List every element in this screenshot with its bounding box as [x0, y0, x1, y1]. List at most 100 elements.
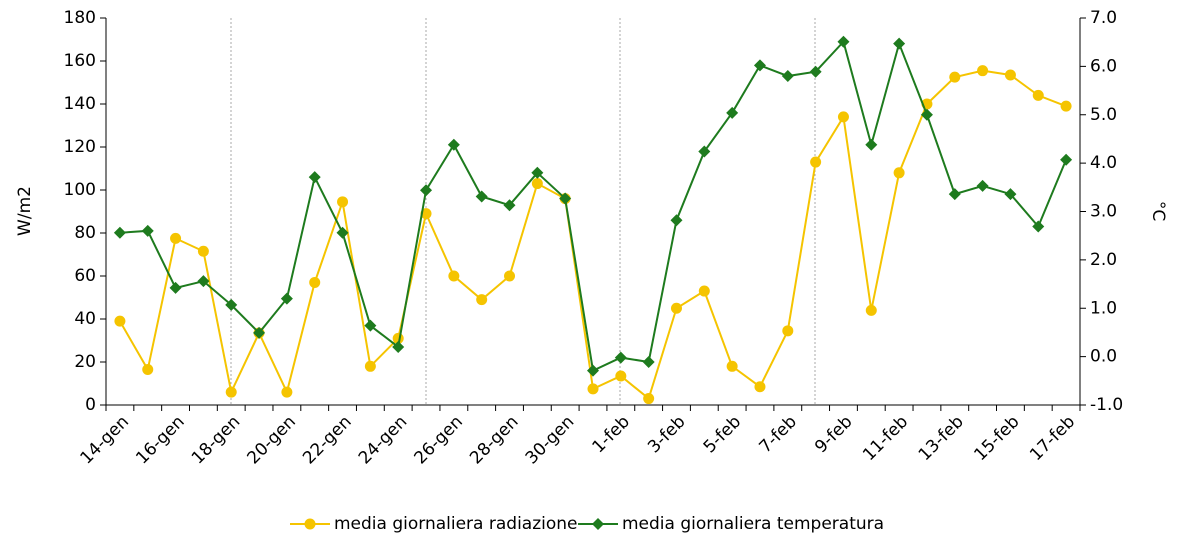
marker — [1032, 89, 1044, 101]
y2-tick-label: 3.0 — [1090, 202, 1117, 222]
marker — [392, 340, 405, 353]
x-tick-label: 11-feb — [859, 412, 912, 465]
series-line — [119, 39, 1068, 373]
marker — [114, 315, 126, 327]
marker — [504, 270, 516, 282]
marker — [1060, 100, 1072, 112]
marker — [420, 184, 433, 197]
marker — [336, 226, 349, 239]
marker — [308, 171, 321, 184]
series-line — [119, 69, 1067, 401]
marker — [893, 167, 905, 179]
y-tick-label: 40 — [74, 309, 96, 329]
marker — [142, 364, 154, 376]
marker — [113, 226, 126, 239]
legend-label: media giornaliera radiazione — [334, 514, 578, 534]
x-tick-label: 14-gen — [77, 412, 133, 468]
marker — [726, 360, 738, 372]
marker — [642, 355, 655, 368]
legend-item: media giornaliera radiazione — [290, 514, 578, 534]
y2-tick-label: 0.0 — [1090, 347, 1117, 367]
marker — [475, 190, 488, 203]
marker — [253, 326, 266, 339]
x-tick-label: 1-feb — [589, 412, 634, 457]
y-tick-label: 120 — [64, 137, 96, 157]
marker — [170, 232, 182, 244]
y-tick-label: 20 — [74, 352, 96, 372]
x-tick-label: 30-gen — [522, 412, 578, 468]
marker — [615, 370, 627, 382]
marker — [225, 386, 237, 398]
marker — [614, 351, 627, 364]
x-tick-label: 7-feb — [755, 412, 800, 457]
marker — [893, 37, 906, 50]
marker — [197, 275, 210, 288]
marker — [364, 360, 376, 372]
marker — [782, 325, 794, 337]
marker — [837, 35, 850, 48]
marker — [781, 70, 794, 83]
y2-axis-label: °C — [1148, 201, 1168, 221]
marker — [280, 292, 293, 305]
y2-tick-label: 1.0 — [1090, 298, 1117, 318]
marker — [670, 302, 682, 314]
marker — [809, 65, 822, 78]
marker — [476, 294, 488, 306]
marker — [1004, 69, 1016, 81]
marker — [141, 224, 154, 237]
marker — [1004, 188, 1017, 201]
marker — [976, 179, 989, 192]
marker — [503, 199, 516, 212]
marker — [531, 166, 544, 179]
y-axis-label: W/m2 — [15, 186, 35, 236]
marker — [977, 65, 989, 77]
marker — [810, 156, 822, 168]
series — [113, 35, 1073, 377]
marker — [197, 245, 209, 257]
x-tick-label: 3-feb — [644, 412, 689, 457]
y-tick-label: 60 — [74, 266, 96, 286]
marker — [225, 298, 238, 311]
marker — [670, 214, 683, 227]
y2-tick-label: 6.0 — [1090, 56, 1117, 76]
marker — [281, 386, 293, 398]
y-tick-label: 80 — [74, 223, 96, 243]
y2-tick-label: 4.0 — [1090, 153, 1117, 173]
y-tick-label: 140 — [64, 94, 96, 114]
marker — [698, 285, 710, 297]
x-tick-label: 15-feb — [970, 412, 1023, 465]
y-tick-label: 160 — [64, 51, 96, 71]
marker — [169, 281, 182, 294]
marker — [309, 276, 321, 288]
x-tick-label: 22-gen — [299, 412, 355, 468]
y-tick-label: 100 — [64, 180, 96, 200]
marker — [531, 178, 543, 190]
marker — [948, 188, 961, 201]
y2-tick-label: 5.0 — [1090, 105, 1117, 125]
marker — [949, 71, 961, 83]
x-tick-label: 20-gen — [244, 412, 300, 468]
marker — [920, 108, 933, 121]
marker — [448, 270, 460, 282]
x-tick-label: 28-gen — [466, 412, 522, 468]
y2-tick-label: 2.0 — [1090, 250, 1117, 270]
marker — [587, 364, 599, 377]
marker — [592, 518, 604, 530]
legend-label: media giornaliera temperatura — [622, 514, 884, 534]
y2-tick-label: -1.0 — [1090, 395, 1123, 415]
marker — [698, 145, 711, 158]
marker — [865, 138, 878, 151]
x-tick-label: 5-feb — [700, 412, 745, 457]
x-tick-label: 24-gen — [355, 412, 411, 468]
marker — [364, 319, 377, 332]
marker — [337, 196, 349, 208]
marker — [865, 304, 877, 316]
marker — [304, 518, 316, 530]
marker — [1032, 220, 1045, 233]
x-tick-label: 17-feb — [1026, 412, 1079, 465]
x-tick-label: 16-gen — [132, 412, 188, 468]
y-tick-label: 180 — [64, 8, 96, 28]
separators — [230, 18, 816, 405]
x-tick-label: 13-feb — [915, 412, 968, 465]
y-tick-label: 0 — [85, 395, 96, 415]
